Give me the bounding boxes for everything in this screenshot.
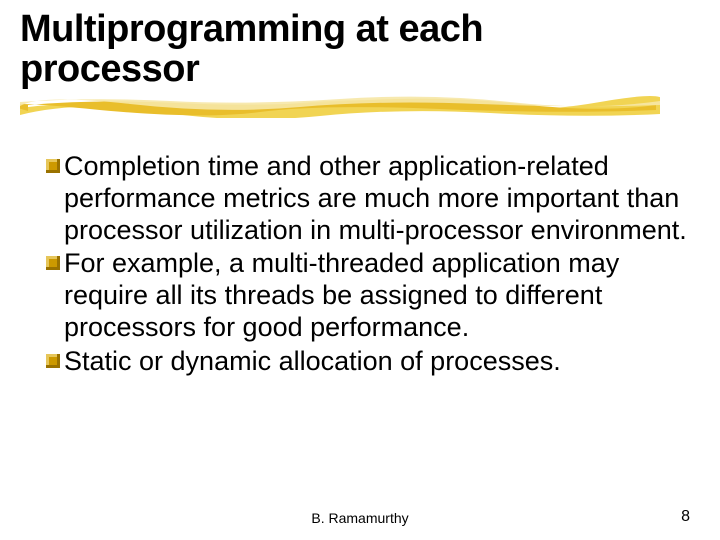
- title-underline: [20, 96, 700, 123]
- title-line-1: Multiprogramming at each: [20, 10, 700, 50]
- title-line-2: processor: [20, 50, 700, 90]
- bullet-text: Static or dynamic allocation of processe…: [64, 346, 561, 378]
- bullet-text: Completion time and other application-re…: [64, 151, 690, 247]
- bullet-square-icon: [44, 352, 62, 370]
- brush-underline-icon: [20, 96, 660, 118]
- bullet-item: Completion time and other application-re…: [44, 151, 690, 247]
- slide: Multiprogramming at each processor Compl…: [0, 0, 720, 540]
- slide-footer: B. Ramamurthy: [0, 510, 720, 526]
- footer-author: B. Ramamurthy: [311, 510, 408, 526]
- bullet-item: Static or dynamic allocation of processe…: [44, 346, 690, 378]
- bullet-square-icon: [44, 254, 62, 272]
- slide-body: Completion time and other application-re…: [20, 151, 700, 378]
- bullet-text: For example, a multi-threaded applicatio…: [64, 248, 690, 344]
- page-number: 8: [681, 508, 690, 526]
- bullet-square-icon: [44, 157, 62, 175]
- slide-title: Multiprogramming at each processor: [20, 10, 700, 90]
- bullet-item: For example, a multi-threaded applicatio…: [44, 248, 690, 344]
